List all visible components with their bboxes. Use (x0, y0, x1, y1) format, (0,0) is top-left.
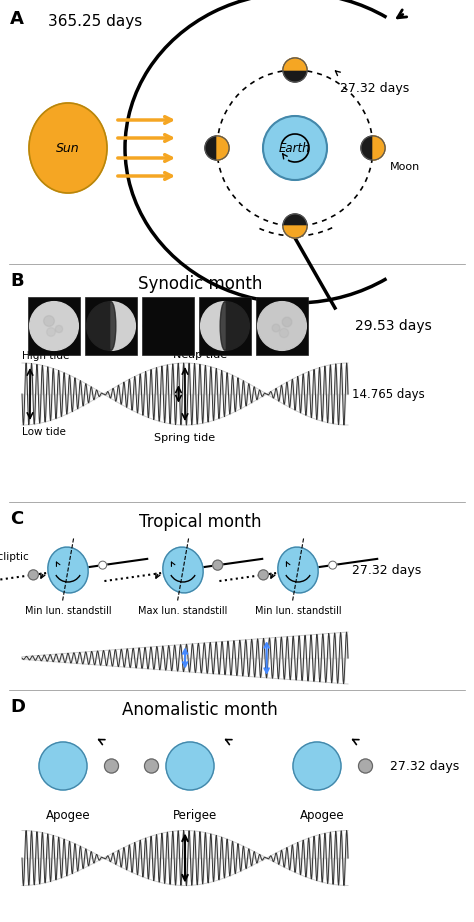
Circle shape (28, 570, 38, 580)
Text: 27.32 days: 27.32 days (340, 82, 409, 95)
Circle shape (361, 136, 385, 160)
Circle shape (279, 328, 289, 337)
Ellipse shape (220, 301, 230, 350)
Text: D: D (10, 698, 25, 716)
Text: High tide: High tide (22, 351, 69, 361)
FancyBboxPatch shape (256, 297, 308, 355)
Text: Max lun. standstill: Max lun. standstill (138, 606, 228, 616)
Text: C: C (10, 510, 23, 528)
Text: 27.32 days: 27.32 days (352, 563, 421, 576)
Ellipse shape (29, 103, 107, 193)
Text: Sun: Sun (56, 141, 80, 155)
Text: Min lun. standstill: Min lun. standstill (25, 606, 111, 616)
Circle shape (272, 325, 280, 332)
Circle shape (213, 561, 223, 570)
Text: Tropical month: Tropical month (139, 513, 261, 531)
FancyBboxPatch shape (28, 297, 80, 355)
Text: Min lun. standstill: Min lun. standstill (255, 606, 341, 616)
Circle shape (87, 301, 136, 350)
Text: Moon: Moon (390, 162, 420, 172)
Ellipse shape (163, 547, 203, 593)
Circle shape (258, 301, 306, 350)
Circle shape (46, 327, 55, 337)
Circle shape (144, 301, 192, 350)
Circle shape (104, 759, 118, 773)
Circle shape (39, 742, 87, 790)
Circle shape (283, 214, 307, 238)
Circle shape (283, 58, 307, 82)
Text: Apogee: Apogee (46, 809, 91, 822)
Circle shape (55, 325, 63, 333)
Circle shape (30, 301, 78, 350)
Wedge shape (283, 226, 307, 238)
Text: Apogee: Apogee (300, 809, 344, 822)
Wedge shape (283, 58, 307, 70)
Circle shape (44, 315, 55, 326)
Text: Earth: Earth (279, 141, 311, 155)
FancyBboxPatch shape (199, 297, 251, 355)
Circle shape (258, 570, 268, 580)
Text: Synodic month: Synodic month (138, 275, 262, 293)
FancyBboxPatch shape (142, 297, 194, 355)
Wedge shape (373, 136, 385, 160)
Text: 27.32 days: 27.32 days (390, 760, 459, 773)
Wedge shape (111, 301, 136, 350)
FancyBboxPatch shape (85, 297, 137, 355)
Text: 29.53 days: 29.53 days (355, 319, 432, 333)
Text: Neap tide: Neap tide (173, 350, 228, 360)
Circle shape (99, 561, 107, 569)
Text: 14.765 days: 14.765 days (352, 387, 425, 400)
Wedge shape (217, 136, 229, 160)
Circle shape (358, 759, 373, 773)
Text: Spring tide: Spring tide (155, 433, 216, 443)
Text: A: A (10, 10, 24, 28)
Circle shape (145, 759, 158, 773)
Circle shape (328, 561, 337, 569)
Ellipse shape (106, 301, 116, 350)
Text: Anomalistic month: Anomalistic month (122, 701, 278, 719)
Wedge shape (201, 301, 225, 350)
Text: 365.25 days: 365.25 days (48, 14, 142, 29)
Text: Ecliptic: Ecliptic (0, 552, 29, 562)
Ellipse shape (278, 547, 318, 593)
Circle shape (166, 742, 214, 790)
Circle shape (263, 116, 327, 180)
Circle shape (293, 742, 341, 790)
Text: B: B (10, 272, 24, 290)
Text: Low tide: Low tide (22, 427, 66, 437)
Circle shape (282, 317, 292, 327)
Circle shape (205, 136, 229, 160)
Ellipse shape (48, 547, 88, 593)
Text: Perigee: Perigee (173, 809, 217, 822)
Circle shape (201, 301, 249, 350)
